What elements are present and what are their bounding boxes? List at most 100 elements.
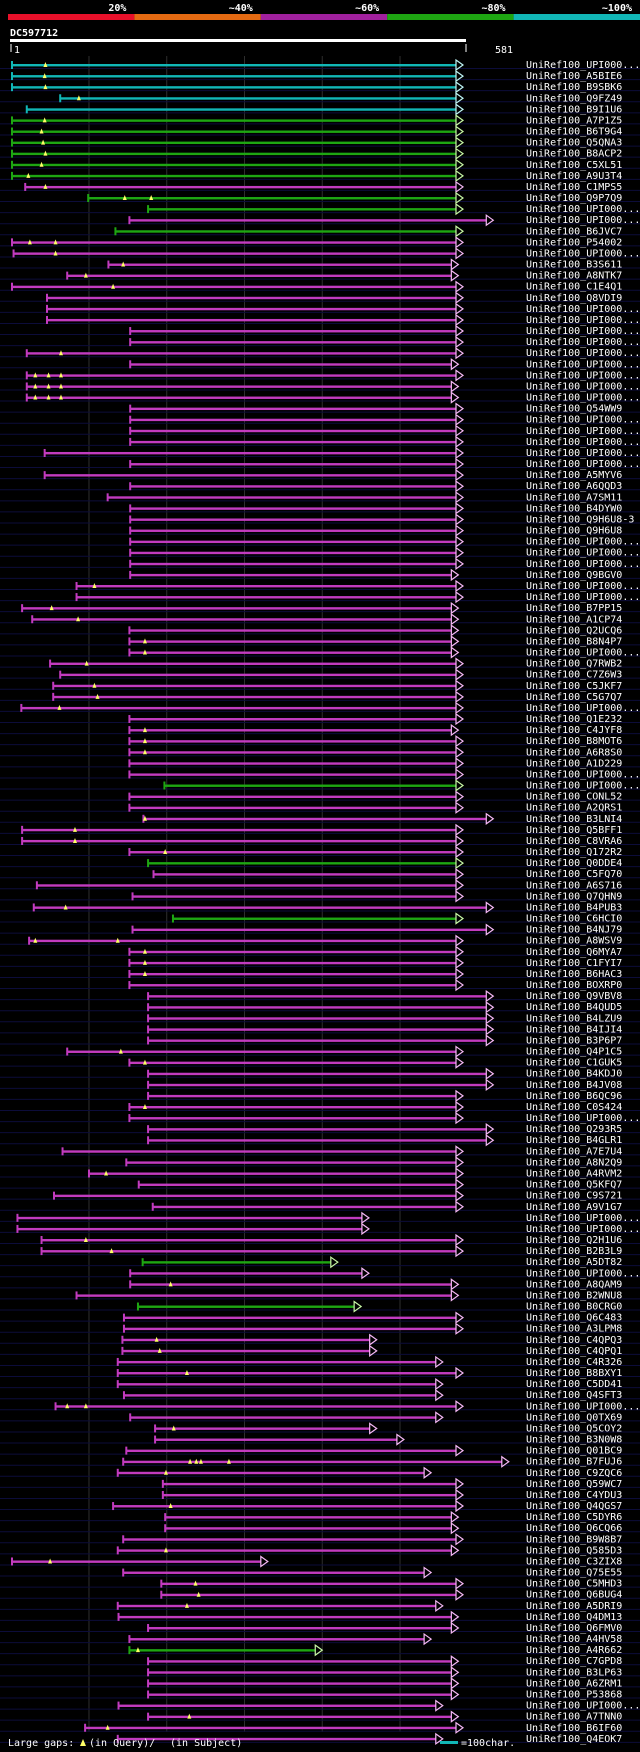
hit-name[interactable]: UniRef100_UPI000... xyxy=(526,703,640,714)
hit-name[interactable]: UniRef100_Q585D3 xyxy=(526,1545,622,1556)
hit-name[interactable]: UniRef100_UPI000... xyxy=(526,1268,640,1279)
hit-name[interactable]: UniRef100_C1E4Q1 xyxy=(526,282,622,293)
hit-name[interactable]: UniRef100_B6QC96 xyxy=(526,1091,622,1102)
hit-name[interactable]: UniRef100_A5MYV6 xyxy=(526,470,622,481)
hit-name[interactable]: UniRef100_B6HAC3 xyxy=(526,969,622,980)
hit-name[interactable]: UniRef100_C7GPD8 xyxy=(526,1656,622,1667)
hit-name[interactable]: UniRef100_UPI000... xyxy=(526,769,640,780)
hit-name[interactable]: UniRef100_B3LNI4 xyxy=(526,814,622,825)
hit-name[interactable]: UniRef100_C5XL51 xyxy=(526,160,622,171)
hit-name[interactable]: UniRef100_Q2H1U6 xyxy=(526,1235,622,1246)
hit-name[interactable]: UniRef100_Q6BUG4 xyxy=(526,1590,622,1601)
hit-name[interactable]: UniRef100_B0CRG0 xyxy=(526,1302,622,1313)
hit-name[interactable]: UniRef100_B3LP63 xyxy=(526,1667,622,1678)
hit-name[interactable]: UniRef100_Q4P1C5 xyxy=(526,1047,622,1058)
hit-name[interactable]: UniRef100_UPI000... xyxy=(526,592,640,603)
hit-name[interactable]: UniRef100_Q9FZ49 xyxy=(526,93,622,104)
hit-name[interactable]: UniRef100_A1D229 xyxy=(526,758,622,769)
hit-name[interactable]: UniRef100_A6ZRM1 xyxy=(526,1678,622,1689)
hit-name[interactable]: UniRef100_UPI000... xyxy=(526,370,640,381)
hit-name[interactable]: UniRef100_A8WSV9 xyxy=(526,936,622,947)
hit-name[interactable]: UniRef100_Q5QNA3 xyxy=(526,138,622,149)
hit-name[interactable]: UniRef100_Q8VDI9 xyxy=(526,293,622,304)
hit-name[interactable]: UniRef100_B6IF60 xyxy=(526,1723,622,1734)
hit-name[interactable]: UniRef100_Q01BC9 xyxy=(526,1446,622,1457)
hit-name[interactable]: UniRef100_Q54WW9 xyxy=(526,404,622,415)
hit-name[interactable]: UniRef100_Q9BGV0 xyxy=(526,570,622,581)
hit-name[interactable]: UniRef100_A9U3T4 xyxy=(526,171,622,182)
hit-name[interactable]: UniRef100_UPI000... xyxy=(526,215,640,226)
hit-name[interactable]: UniRef100_A6R8S0 xyxy=(526,747,622,758)
hit-name[interactable]: UniRef100_B7PP15 xyxy=(526,603,622,614)
hit-name[interactable]: UniRef100_C0S424 xyxy=(526,1102,622,1113)
hit-name[interactable]: UniRef100_C5MHD3 xyxy=(526,1579,622,1590)
hit-name[interactable]: UniRef100_Q75E55 xyxy=(526,1568,622,1579)
hit-name[interactable]: UniRef100_UPI000... xyxy=(526,1701,640,1712)
hit-name[interactable]: UniRef100_C8VRA6 xyxy=(526,836,622,847)
hit-name[interactable]: UniRef100_A7TNN0 xyxy=(526,1712,622,1723)
hit-name[interactable]: UniRef100_Q4QGS7 xyxy=(526,1501,622,1512)
hit-name[interactable]: UniRef100_B2WNU8 xyxy=(526,1290,622,1301)
hit-name[interactable]: UniRef100_A9V1G7 xyxy=(526,1202,622,1213)
hit-name[interactable]: UniRef100_A5BIE6 xyxy=(526,71,622,82)
hit-name[interactable]: UniRef100_Q6FMV0 xyxy=(526,1623,622,1634)
hit-name[interactable]: UniRef100_B4NJ79 xyxy=(526,925,622,936)
hit-name[interactable]: UniRef100_Q7QHN9 xyxy=(526,891,622,902)
hit-name[interactable]: UniRef100_Q9VBV8 xyxy=(526,991,622,1002)
hit-name[interactable]: UniRef100_UPI000... xyxy=(526,648,640,659)
hit-name[interactable]: UniRef100_C4QPQ3 xyxy=(526,1335,622,1346)
hit-name[interactable]: UniRef100_UPI000... xyxy=(526,348,640,359)
hit-name[interactable]: UniRef100_C1GUK5 xyxy=(526,1058,622,1069)
hit-name[interactable]: UniRef100_UPI000... xyxy=(526,359,640,370)
hit-name[interactable]: UniRef100_UPI000... xyxy=(526,381,640,392)
hit-name[interactable]: UniRef100_B9I1U6 xyxy=(526,104,622,115)
hit-name[interactable]: UniRef100_Q0DDE4 xyxy=(526,858,622,869)
hit-name[interactable]: UniRef100_C9ZQC6 xyxy=(526,1468,622,1479)
hit-name[interactable]: UniRef100_UPI000... xyxy=(526,537,640,548)
hit-name[interactable]: UniRef100_UPI000... xyxy=(526,559,640,570)
hit-name[interactable]: UniRef100_A7P1Z5 xyxy=(526,115,622,126)
hit-name[interactable]: UniRef100_Q6CQ66 xyxy=(526,1523,622,1534)
hit-name[interactable]: UniRef100_UPI000... xyxy=(526,448,640,459)
hit-name[interactable]: UniRef100_UPI000... xyxy=(526,459,640,470)
hit-name[interactable]: UniRef100_Q9H6U8-3 xyxy=(526,514,634,525)
hit-name[interactable]: UniRef100_UPI000... xyxy=(526,204,640,215)
hit-name[interactable]: UniRef100_C7Z6W3 xyxy=(526,670,622,681)
hit-name[interactable]: UniRef100_Q2UCQ6 xyxy=(526,625,622,636)
hit-name[interactable]: UniRef100_UPI000... xyxy=(526,1401,640,1412)
hit-name[interactable]: UniRef100_CONL52 xyxy=(526,792,622,803)
hit-name[interactable]: UniRef100_A6S716 xyxy=(526,880,622,891)
hit-name[interactable]: UniRef100_B9W8B7 xyxy=(526,1534,622,1545)
hit-name[interactable]: UniRef100_C5G7Q7 xyxy=(526,692,622,703)
hit-name[interactable]: UniRef100_UPI000... xyxy=(526,415,640,426)
hit-name[interactable]: UniRef100_A6QQD3 xyxy=(526,481,622,492)
hit-name[interactable]: UniRef100_UPI000... xyxy=(526,1113,640,1124)
hit-name[interactable]: UniRef100_Q6C483 xyxy=(526,1313,622,1324)
hit-name[interactable]: UniRef100_UPI000... xyxy=(526,337,640,348)
hit-name[interactable]: UniRef100_C4R326 xyxy=(526,1357,622,1368)
hit-name[interactable]: UniRef100_B3P6P7 xyxy=(526,1035,622,1046)
hit-name[interactable]: UniRef100_C6HCI0 xyxy=(526,914,622,925)
hit-name[interactable]: UniRef100_B8MOT6 xyxy=(526,736,622,747)
hit-name[interactable]: UniRef100_Q1E232 xyxy=(526,714,622,725)
hit-name[interactable]: UniRef100_BOXRP0 xyxy=(526,980,622,991)
hit-name[interactable]: UniRef100_Q4EOK7 xyxy=(526,1734,622,1745)
hit-name[interactable]: UniRef100_B4DYW0 xyxy=(526,503,622,514)
hit-name[interactable]: UniRef100_UPI000... xyxy=(526,426,640,437)
hit-name[interactable]: UniRef100_A8NTK7 xyxy=(526,271,622,282)
hit-name[interactable]: UniRef100_A7SM11 xyxy=(526,492,622,503)
hit-name[interactable]: UniRef100_B6T9G4 xyxy=(526,127,622,138)
hit-name[interactable]: UniRef100_B4PUB3 xyxy=(526,902,622,913)
hit-name[interactable]: UniRef100_Q0TX69 xyxy=(526,1412,622,1423)
hit-name[interactable]: UniRef100_Q172R2 xyxy=(526,847,622,858)
hit-name[interactable]: UniRef100_C1MPS5 xyxy=(526,182,622,193)
hit-name[interactable]: UniRef100_B8N4P7 xyxy=(526,636,622,647)
hit-name[interactable]: UniRef100_C5DYR6 xyxy=(526,1512,622,1523)
hit-name[interactable]: UniRef100_UPI000... xyxy=(526,304,640,315)
hit-name[interactable]: UniRef100_B3S611 xyxy=(526,260,622,271)
hit-name[interactable]: UniRef100_A4RVM2 xyxy=(526,1169,622,1180)
hit-name[interactable]: UniRef100_B4QUD5 xyxy=(526,1002,622,1013)
hit-name[interactable]: UniRef100_C5JKF7 xyxy=(526,681,622,692)
hit-name[interactable]: UniRef100_UPI000... xyxy=(526,393,640,404)
hit-name[interactable]: UniRef100_C4YDU3 xyxy=(526,1490,622,1501)
